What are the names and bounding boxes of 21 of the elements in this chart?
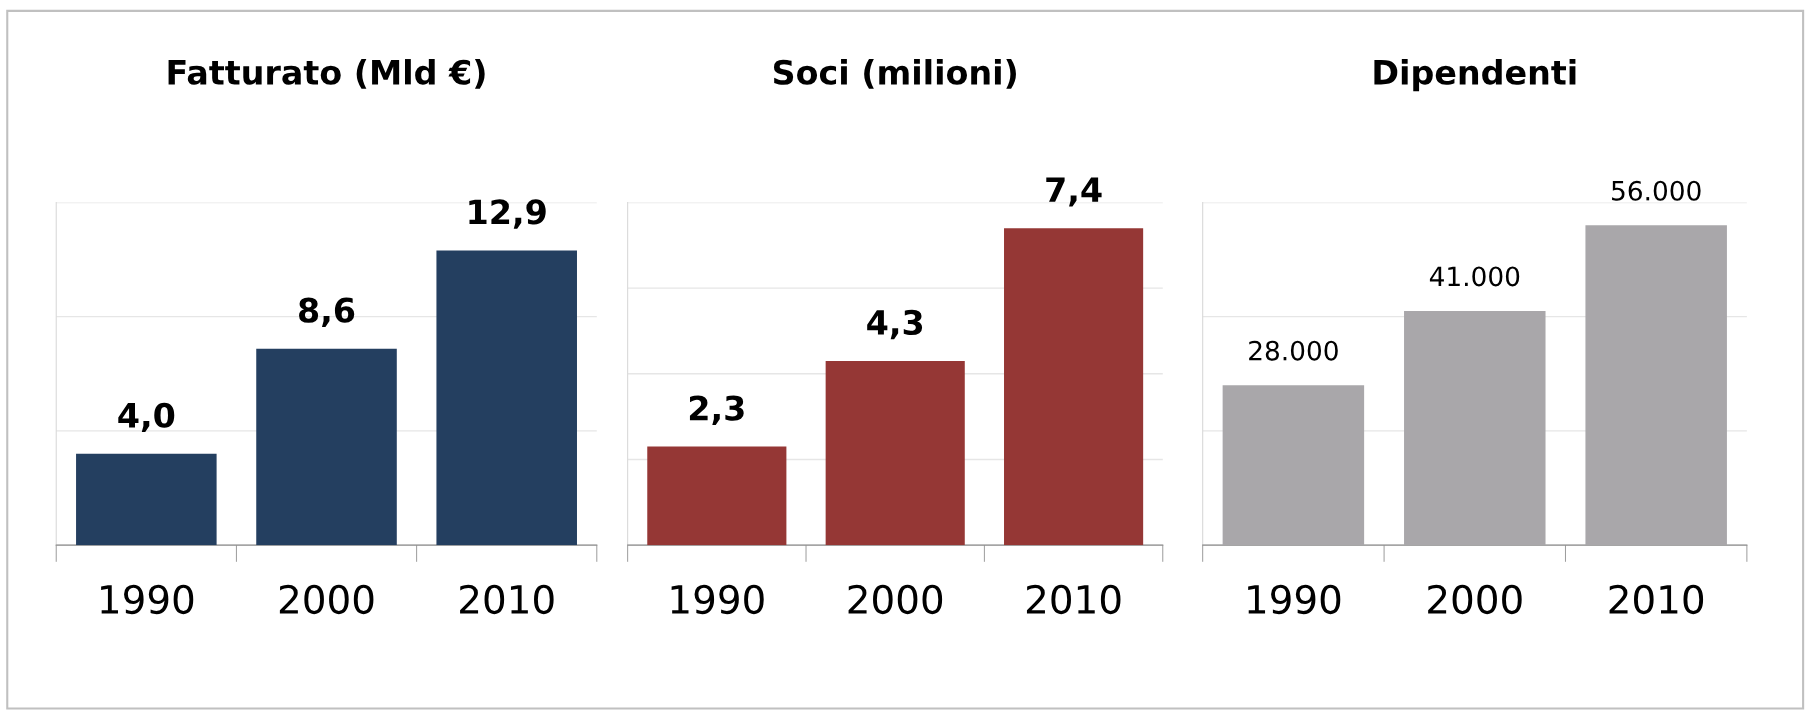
x-tick-label: 2010	[1026, 584, 1121, 615]
x-tick-label: 2000	[279, 584, 374, 615]
data-label: 7,4	[1046, 177, 1102, 207]
data-label: 56.000	[1612, 180, 1701, 201]
data-label: 8,6	[299, 297, 355, 328]
x-tick-label: 1990	[671, 584, 764, 615]
data-label: 4,3	[867, 309, 923, 340]
data-label: 28.000	[1249, 340, 1338, 361]
data-label: 2,3	[689, 395, 744, 425]
x-tick-label: 1990	[1248, 584, 1341, 615]
data-label: 12,9	[469, 199, 546, 229]
data-label: 4,0	[118, 402, 175, 433]
x-tick-label: 1990	[101, 584, 194, 615]
data-label: 41.000	[1429, 266, 1520, 287]
x-tick-label: 2010	[460, 584, 554, 615]
x-tick-label: 2000	[1428, 584, 1522, 615]
chart-title: Fatturato (Mld €)	[168, 59, 485, 89]
x-tick-label: 2010	[1609, 584, 1704, 615]
chart-title: Soci (milioni)	[773, 59, 1016, 89]
chart-title: Dipendenti	[1374, 59, 1576, 92]
x-tick-label: 2000	[848, 584, 943, 615]
